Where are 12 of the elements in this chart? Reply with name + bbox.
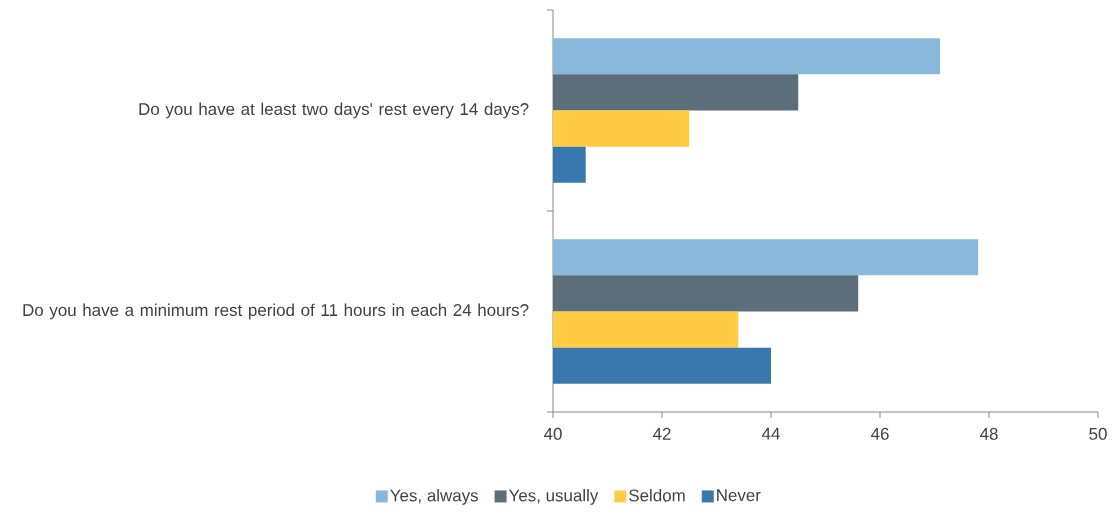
x-tick-label: 48 <box>979 427 998 440</box>
legend-label: Yes, always <box>390 489 478 505</box>
x-tick-label: 40 <box>543 427 562 440</box>
x-tick-label: 44 <box>761 427 780 440</box>
x-tick-label: 50 <box>1089 427 1107 440</box>
y-tick-label: Do you have at least two days' rest every 14 days? <box>139 102 529 119</box>
y-tick-label: Do you have a minimum rest period of 11 hours in each 24 hours? <box>23 303 529 320</box>
x-tick-label: 46 <box>870 427 889 440</box>
legend-label: Never <box>717 489 761 502</box>
legend-label: Yes, usually <box>508 489 599 505</box>
x-tick-label: 42 <box>652 427 671 440</box>
legend-label: Seldom <box>629 489 685 502</box>
